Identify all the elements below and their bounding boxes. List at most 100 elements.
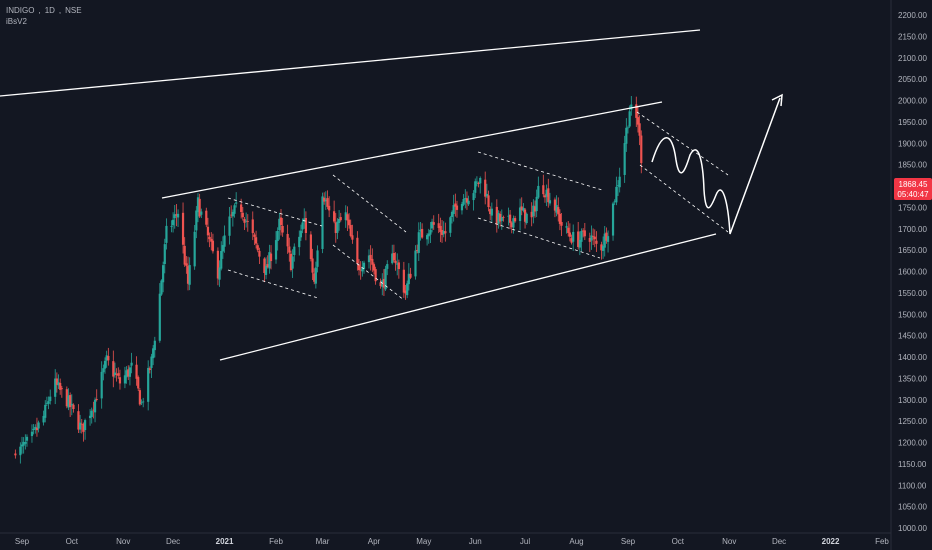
symbol-row[interactable]: INDIGO, 1D, NSE — [6, 6, 82, 15]
trend-line[interactable] — [161, 101, 663, 199]
price-axis-tick-label: 1250.00 — [898, 417, 927, 426]
candle-body — [107, 356, 110, 361]
candle-body — [49, 396, 52, 402]
candle-body — [467, 200, 470, 205]
candle-body — [301, 222, 304, 230]
candle-body — [600, 244, 603, 251]
candle-body — [77, 411, 80, 430]
price-axis-tick-label: 1600.00 — [898, 268, 927, 277]
trend-line[interactable] — [0, 29, 701, 97]
candle-body — [233, 205, 236, 214]
candle-body — [613, 201, 616, 203]
indicator-row[interactable]: iBsV2 — [6, 16, 82, 27]
price-axis-tick-label: 1050.00 — [898, 503, 927, 512]
candle-body — [359, 269, 362, 271]
candle-body — [92, 409, 95, 411]
candle-body — [371, 258, 374, 265]
candle-body — [105, 355, 108, 361]
candle-body — [361, 268, 364, 272]
last-price-badge-bg — [894, 178, 932, 200]
interval-label[interactable]: 1D — [44, 6, 55, 15]
channel-line[interactable] — [332, 244, 405, 301]
candle-body — [32, 428, 35, 430]
time-axis-tick-label: Sep — [621, 537, 636, 546]
candle-body — [572, 231, 575, 242]
candle-body — [20, 444, 24, 447]
projection-path[interactable] — [651, 97, 781, 235]
candle-body — [372, 264, 376, 271]
candle-body — [140, 402, 143, 404]
candle-body — [382, 278, 386, 288]
candle-body — [326, 198, 329, 207]
projection-arrowhead-icon — [771, 93, 783, 107]
channel-line[interactable] — [227, 269, 319, 299]
candle-body — [152, 348, 155, 359]
candle-body — [580, 230, 583, 242]
candle-body — [88, 415, 92, 419]
candle-body — [489, 209, 492, 215]
candle-body — [112, 361, 115, 377]
candle-body — [464, 197, 467, 200]
candle-body — [427, 233, 430, 237]
candle-body — [557, 207, 560, 215]
candle-body — [565, 226, 568, 228]
candle-body — [513, 218, 517, 222]
candle-body — [472, 193, 475, 201]
candle-body — [593, 236, 596, 240]
candle-body — [72, 404, 75, 410]
candle-body — [545, 189, 548, 197]
candle-body — [69, 395, 72, 408]
candle-body — [185, 263, 188, 266]
indicator-label[interactable]: iBsV2 — [6, 17, 27, 26]
price-axis-tick-label: 1350.00 — [898, 374, 927, 383]
time-axis-tick-label: Oct — [672, 537, 685, 546]
candle-body — [638, 123, 641, 136]
candle-body — [465, 198, 469, 203]
candle-body — [276, 230, 279, 241]
candle-body — [533, 206, 537, 212]
channel-line[interactable] — [477, 151, 603, 191]
candle-body — [635, 104, 638, 118]
candle-body — [163, 244, 166, 265]
time-axis-tick-label: 2022 — [822, 537, 840, 546]
candle-body — [243, 219, 246, 223]
candle-body — [316, 250, 319, 267]
time-axis-tick-label: Nov — [116, 537, 130, 546]
drawings-layer — [0, 29, 783, 361]
candle-body — [419, 229, 422, 232]
price-axis-tick-label: 2050.00 — [898, 75, 927, 84]
candle-body — [452, 205, 455, 215]
candle-body — [518, 207, 522, 222]
candle-body — [535, 196, 538, 212]
candle-body — [22, 441, 25, 446]
candle-body — [547, 188, 550, 203]
candle-body — [70, 403, 73, 406]
price-axis-tick-label: 1300.00 — [898, 396, 927, 405]
candle-body — [47, 401, 50, 404]
candle-body — [532, 205, 535, 217]
candle-body — [507, 215, 510, 217]
candle-body — [636, 117, 640, 125]
candle-body — [542, 185, 545, 195]
price-axis-tick-label: 1700.00 — [898, 225, 927, 234]
candle-body — [311, 258, 314, 273]
candle-body — [135, 364, 138, 379]
symbol-label[interactable]: INDIGO — [6, 6, 35, 15]
channel-line[interactable] — [636, 111, 729, 176]
candle-body — [65, 389, 68, 407]
candle-body — [59, 382, 62, 390]
candle-body — [391, 253, 394, 264]
price-axis-tick-label: 2000.00 — [898, 97, 927, 106]
channel-line[interactable] — [227, 197, 323, 227]
candle-body — [196, 197, 200, 213]
candle-body — [588, 238, 591, 242]
trend-line[interactable] — [219, 233, 717, 361]
candle-body — [208, 236, 211, 240]
candle-body — [543, 195, 547, 198]
channel-line[interactable] — [639, 164, 729, 233]
candle-body — [421, 228, 424, 238]
time-axis[interactable]: Sep Oct Nov Dec 2021 Feb Mar Apr May Jun Jul Aug Sep… — [15, 537, 890, 546]
candle-body — [269, 253, 273, 262]
candle-body — [346, 214, 349, 221]
